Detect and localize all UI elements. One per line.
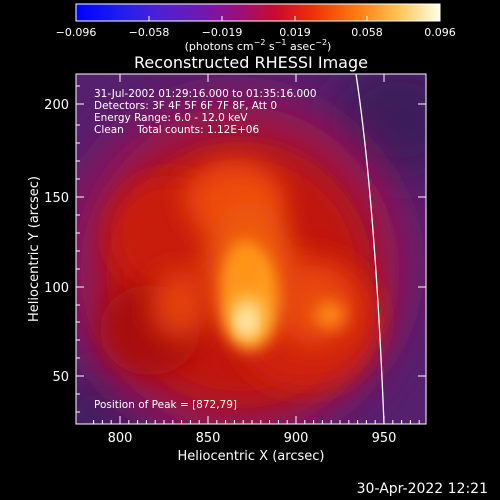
- x-tick-label: 950: [372, 431, 397, 446]
- y-tick-label: 50: [52, 370, 69, 385]
- y-axis-ticks: [76, 85, 426, 413]
- x-tick-label: 850: [196, 431, 221, 446]
- info-clean-counts: Clean Total counts: 1.12E+06: [94, 124, 259, 136]
- colorbar-tick-label: −0.058: [129, 26, 170, 39]
- colorbar-units-label: (photons cm−2 s−1 asec−2): [185, 38, 332, 53]
- y-tick-label: 100: [44, 281, 69, 296]
- y-tick-label: 150: [44, 191, 69, 206]
- colorbar-tick-label: −0.019: [202, 26, 243, 39]
- y-axis-label: Heliocentric Y (arcsec): [27, 176, 42, 322]
- observation-info: 31-Jul-2002 01:29:16.000 to 01:35:16.000…: [94, 88, 317, 136]
- plot-frame: [75, 73, 427, 425]
- colorbar-gradient: [76, 4, 440, 21]
- x-axis-ticks: [93, 74, 420, 424]
- solar-limb-line: [355, 74, 385, 424]
- rhessi-image: [76, 74, 426, 424]
- peak-position-label: Position of Peak = [872,79]: [94, 399, 237, 411]
- colorbar-tick-label: 0.096: [424, 26, 456, 39]
- colorbar-tick-label: 0.019: [279, 26, 311, 39]
- x-axis-label: Heliocentric X (arcsec): [178, 449, 325, 464]
- x-tick-label: 900: [284, 431, 309, 446]
- colorbar: −0.096 −0.058 −0.019 0.019 0.058 0.096 (…: [56, 3, 456, 53]
- x-tick-label: 800: [108, 431, 133, 446]
- colorbar-tick-label: −0.096: [56, 26, 97, 39]
- info-time-range: 31-Jul-2002 01:29:16.000 to 01:35:16.000: [94, 88, 317, 100]
- info-detectors: Detectors: 3F 4F 5F 6F 7F 8F, Att 0: [94, 100, 277, 112]
- plot-title: Reconstructed RHESSI Image: [134, 53, 368, 72]
- colorbar-ticks: [75, 16, 441, 21]
- plot-timestamp: 30-Apr-2022 12:21: [356, 481, 488, 497]
- info-energy-range: Energy Range: 6.0 - 12.0 keV: [94, 112, 248, 124]
- y-tick-label: 200: [44, 98, 69, 113]
- colorbar-tick-label: 0.058: [351, 26, 383, 39]
- colorbar-frame: [75, 3, 441, 22]
